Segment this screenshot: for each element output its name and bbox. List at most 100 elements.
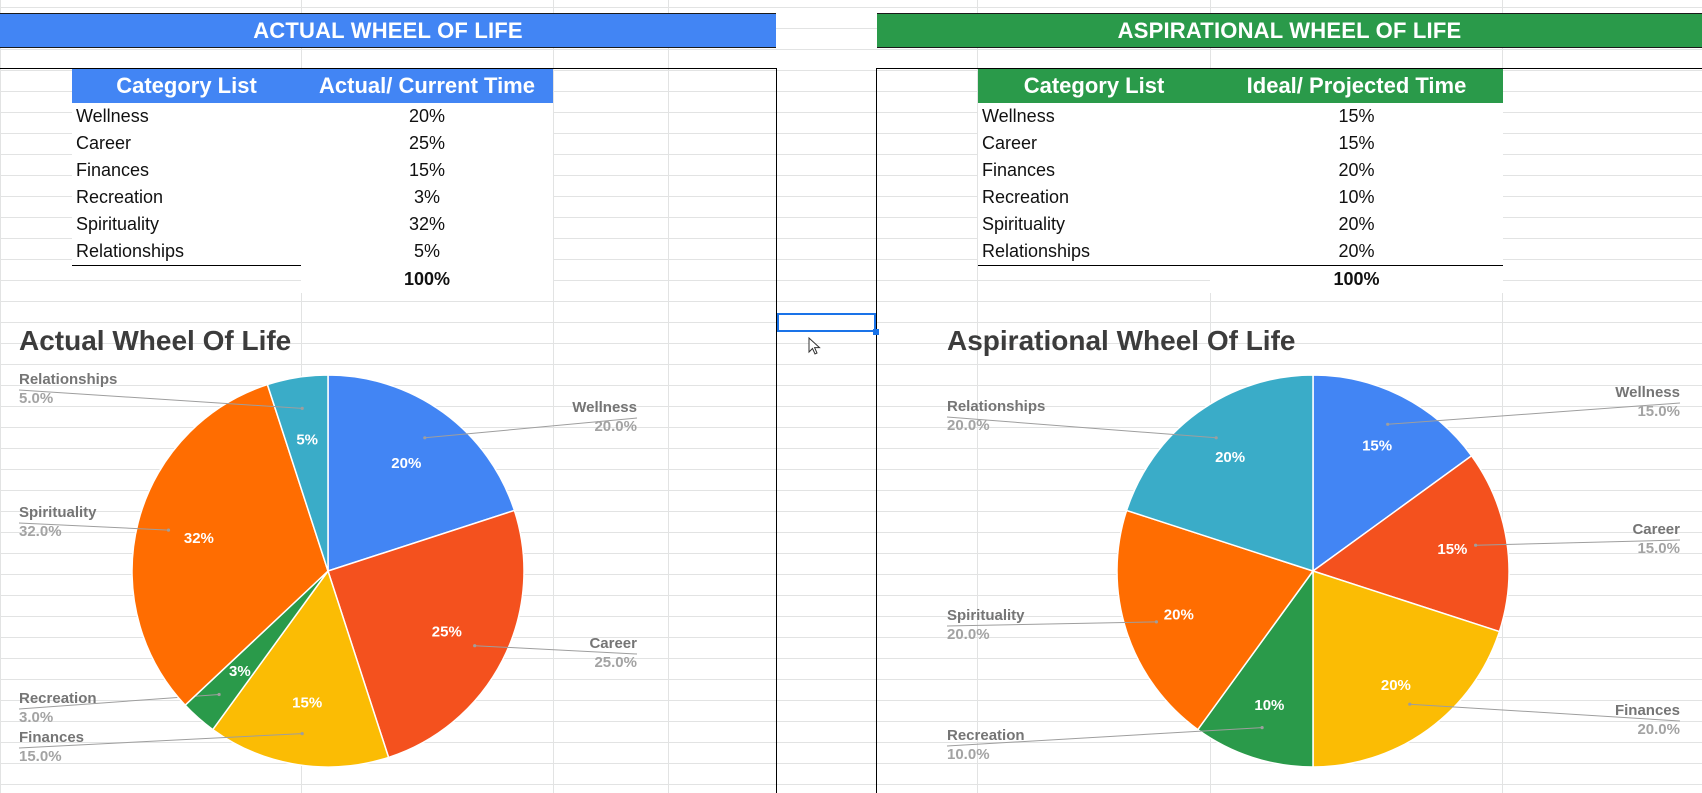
category-cell[interactable]: Career [978,130,1210,157]
pie-slice-finances[interactable] [211,569,390,768]
fill-handle[interactable] [873,329,879,335]
table-row: Recreation 10% [978,184,1503,211]
category-cell[interactable]: Finances [978,157,1210,184]
slice-label-wellness: 15% [1362,437,1392,454]
category-cell[interactable]: Recreation [72,184,301,211]
callout-dot-relationships [1214,436,1218,440]
table-row: Wellness 20% [72,103,553,130]
value-cell[interactable]: 20% [1210,157,1503,184]
callout-pct-career: 15.0% [1637,540,1680,557]
callout-pct-career: 25.0% [594,654,637,671]
value-cell[interactable]: 20% [1210,238,1503,266]
value-cell[interactable]: 15% [1210,103,1503,130]
pie-slice-relationships[interactable] [266,374,329,572]
callout-pct-relationships: 5.0% [19,390,53,407]
callout-dot-finances [1408,702,1412,706]
grid-column-line [668,0,669,793]
callout-line-finances [1409,703,1681,722]
pie-slice-career[interactable] [1311,454,1510,633]
category-cell[interactable]: Relationships [978,238,1210,266]
slice-label-wellness: 20% [391,455,421,472]
pie-slice-finances[interactable] [1312,569,1501,768]
slice-label-recreation: 3% [229,663,251,680]
section-border [0,68,777,69]
callout-pct-finances: 20.0% [1637,721,1680,738]
callout-line-relationships [18,389,303,409]
value-cell[interactable]: 20% [301,103,553,130]
column-header-ideal-time[interactable]: Ideal/ Projected Time [1210,69,1503,103]
callout-dot-career [473,644,477,648]
total-row: 100% [978,265,1503,293]
selected-cell[interactable] [777,313,876,332]
category-cell[interactable]: Spirituality [978,211,1210,238]
total-row: 100% [72,265,553,293]
slice-label-relationships: 5% [296,431,318,448]
pie-slice-spirituality[interactable] [131,383,329,707]
pie-slice-wellness[interactable] [1312,374,1473,573]
category-cell[interactable]: Wellness [72,103,301,130]
callout-dot-spirituality [166,528,171,532]
category-cell[interactable]: Spirituality [72,211,301,238]
column-header-category[interactable]: Category List [978,69,1210,103]
table-row: Recreation 3% [72,184,553,211]
callout-pct-recreation: 10.0% [947,746,990,763]
value-cell[interactable]: 15% [301,157,553,184]
section-border [876,68,1702,69]
callout-line-wellness [424,417,638,439]
aspirational-chart-title: Aspirational Wheel Of Life [947,325,1296,356]
callout-name-career: Career [589,635,637,652]
slice-label-spirituality: 20% [1164,607,1194,624]
category-cell[interactable]: Finances [72,157,301,184]
total-cell[interactable]: 100% [301,265,553,293]
table-row: Wellness 15% [978,103,1503,130]
value-cell[interactable]: 32% [301,211,553,238]
callout-name-relationships: Relationships [19,371,117,388]
pie-slice-spirituality[interactable] [1116,509,1315,731]
section-border [776,68,777,793]
value-cell[interactable]: 3% [301,184,553,211]
section-border [876,68,877,793]
grid-column-line [1502,0,1503,793]
total-cell[interactable]: 100% [1210,265,1503,293]
callout-line-spirituality [18,522,169,531]
mouse-pointer-icon [808,337,821,355]
callout-dot-career [1474,543,1478,547]
grid-column-line [553,0,554,793]
column-header-actual-time[interactable]: Actual/ Current Time [301,69,553,103]
category-cell[interactable]: Relationships [72,238,301,266]
callout-name-wellness: Wellness [1615,384,1680,401]
table-row: Career 25% [72,130,553,157]
callout-pct-recreation: 3.0% [19,709,53,726]
callout-dot-finances [300,732,304,736]
aspirational-wheel-of-life-pie: 15% Wellness 15.0% 15% Career 15.0% 20% Finance… [946,374,1681,768]
callout-pct-wellness: 20.0% [594,418,637,435]
category-cell[interactable]: Career [72,130,301,157]
callout-dot-spirituality [1154,620,1158,624]
table-row: Career 15% [978,130,1503,157]
value-cell[interactable]: 10% [1210,184,1503,211]
callout-dot-relationships [300,406,304,410]
category-cell[interactable]: Wellness [978,103,1210,130]
value-cell[interactable]: 20% [1210,211,1503,238]
slice-label-finances: 15% [292,695,322,712]
column-header-category[interactable]: Category List [72,69,301,103]
callout-line-career [1475,539,1681,546]
callout-name-finances: Finances [1615,702,1680,719]
callout-name-wellness: Wellness [572,399,637,416]
category-cell[interactable]: Recreation [978,184,1210,211]
value-cell[interactable]: 25% [301,130,553,157]
pie-slice-career[interactable] [327,509,525,759]
value-cell[interactable]: 5% [301,238,553,266]
pie-slice-recreation[interactable] [1196,568,1314,768]
grid-column-line [977,0,978,793]
callout-dot-wellness [423,436,427,440]
callout-pct-finances: 15.0% [19,748,62,765]
pie-slice-wellness[interactable] [327,374,516,573]
table-row: Relationships 5% [72,238,553,266]
grid-column-line [1210,0,1211,793]
actual-wheel-of-life-pie: 20% Wellness 20.0% 25% Career 25.0% 15% Finance… [18,371,638,768]
callout-dot-recreation [217,692,221,697]
pie-slice-relationships[interactable] [1125,374,1314,573]
value-cell[interactable]: 15% [1210,130,1503,157]
